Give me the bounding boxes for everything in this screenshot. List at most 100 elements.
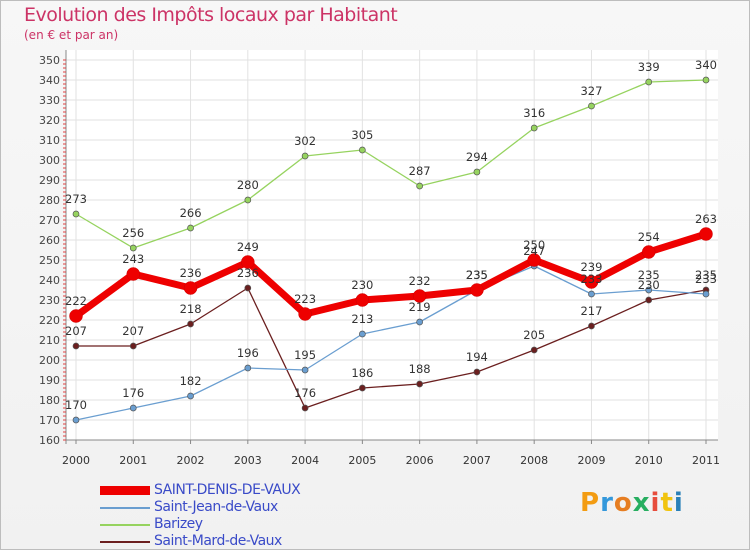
- data-point: [416, 182, 423, 190]
- x-tick-label: 2009: [577, 454, 605, 467]
- data-point: [187, 224, 194, 232]
- data-point: [588, 102, 595, 110]
- data-label: 256: [122, 226, 144, 240]
- proxiti-logo: Proxiti: [580, 488, 684, 518]
- legend-label: Saint-Mard-de-Vaux: [154, 533, 282, 549]
- data-label: 249: [237, 240, 259, 254]
- y-tick-label: 340: [39, 74, 60, 87]
- data-point: [699, 227, 713, 241]
- data-label: 340: [695, 58, 717, 72]
- y-tick-label: 250: [39, 254, 60, 267]
- x-tick-label: 2010: [635, 454, 663, 467]
- data-point: [244, 284, 252, 292]
- x-tick-label: 2003: [234, 454, 262, 467]
- logo-letter: i: [673, 488, 684, 518]
- y-tick-label: 260: [39, 234, 60, 247]
- series-line: [76, 287, 707, 409]
- x-tick-label: 2002: [177, 454, 205, 467]
- data-label: 239: [580, 260, 602, 274]
- y-tick-label: 290: [39, 174, 60, 187]
- data-label: 205: [523, 328, 545, 342]
- data-label: 222: [65, 294, 87, 308]
- data-label: 188: [409, 362, 431, 376]
- x-tick-label: 2006: [406, 454, 434, 467]
- x-tick-label: 2004: [291, 454, 319, 467]
- legend-label: Saint-Jean-de-Vaux: [154, 499, 278, 515]
- y-tick-label: 310: [39, 134, 60, 147]
- data-label: 223: [294, 292, 316, 306]
- y-tick-label: 280: [39, 194, 60, 207]
- legend-swatch: [100, 507, 150, 509]
- y-tick-label: 160: [39, 434, 60, 447]
- data-point: [301, 366, 309, 374]
- y-tick-label: 220: [39, 314, 60, 327]
- chart-subtitle: (en € et par an): [24, 28, 119, 42]
- x-tick-label: 2011: [692, 454, 720, 467]
- x-tick-label: 2007: [463, 454, 491, 467]
- data-label: 287: [409, 164, 431, 178]
- y-tick-label: 170: [39, 414, 60, 427]
- data-label: 302: [294, 134, 316, 148]
- data-label: 207: [65, 324, 87, 338]
- data-point: [584, 275, 599, 289]
- data-label: 235: [466, 268, 488, 282]
- y-tick-label: 190: [39, 374, 60, 387]
- data-label: 235: [466, 268, 488, 282]
- series-saint-mard-de-vaux: [72, 284, 710, 412]
- data-label: 230: [351, 278, 373, 292]
- data-label: 196: [237, 346, 259, 360]
- chart-title: Evolution des Impôts locaux par Habitant: [24, 4, 398, 26]
- data-label: 176: [294, 386, 316, 400]
- data-point: [301, 404, 309, 412]
- data-point: [126, 267, 141, 281]
- y-tick-label: 200: [39, 354, 60, 367]
- data-label: 316: [523, 106, 545, 120]
- y-tick-label: 240: [39, 274, 60, 287]
- data-point: [641, 245, 656, 259]
- y-tick-label: 210: [39, 334, 60, 347]
- data-point: [473, 168, 481, 176]
- series-barizey: [72, 76, 710, 252]
- data-point: [244, 364, 252, 372]
- data-label: 243: [122, 252, 144, 266]
- data-point: [298, 307, 312, 321]
- y-tick-label: 330: [39, 94, 60, 107]
- data-label: 273: [65, 192, 87, 206]
- data-point: [244, 196, 252, 204]
- data-point: [129, 244, 137, 252]
- data-point: [359, 330, 366, 338]
- data-label: 247: [523, 244, 545, 258]
- data-label: 213: [351, 312, 373, 326]
- x-tick-label: 2008: [520, 454, 548, 467]
- data-label: 233: [580, 272, 602, 286]
- legend-swatch: [100, 486, 150, 495]
- data-point: [187, 392, 194, 400]
- data-label: 182: [180, 374, 202, 388]
- legend-swatch: [100, 524, 150, 526]
- data-point: [69, 309, 83, 323]
- data-label: 233: [695, 272, 717, 286]
- logo-letter: o: [613, 488, 633, 518]
- data-label: 217: [580, 304, 602, 318]
- legend-label: SAINT-DENIS-DE-VAUX: [154, 482, 301, 498]
- logo-letter: P: [580, 488, 601, 518]
- data-point: [530, 124, 538, 132]
- x-tick-label: 2005: [348, 454, 376, 467]
- data-point: [72, 416, 80, 424]
- data-point: [359, 384, 366, 392]
- data-label: 218: [180, 302, 202, 316]
- data-label: 280: [237, 178, 259, 192]
- data-label: 176: [122, 386, 144, 400]
- data-point: [129, 342, 137, 350]
- data-label: 235: [638, 268, 660, 282]
- series-line: [73, 230, 708, 319]
- data-label: 194: [466, 350, 488, 364]
- logo-letter: t: [660, 488, 674, 518]
- data-label: 195: [294, 348, 316, 362]
- data-point: [645, 286, 653, 294]
- y-tick-label: 320: [39, 114, 60, 127]
- data-label: 170: [65, 398, 87, 412]
- data-point: [588, 290, 595, 298]
- data-label: 219: [409, 300, 431, 314]
- data-point: [702, 290, 710, 298]
